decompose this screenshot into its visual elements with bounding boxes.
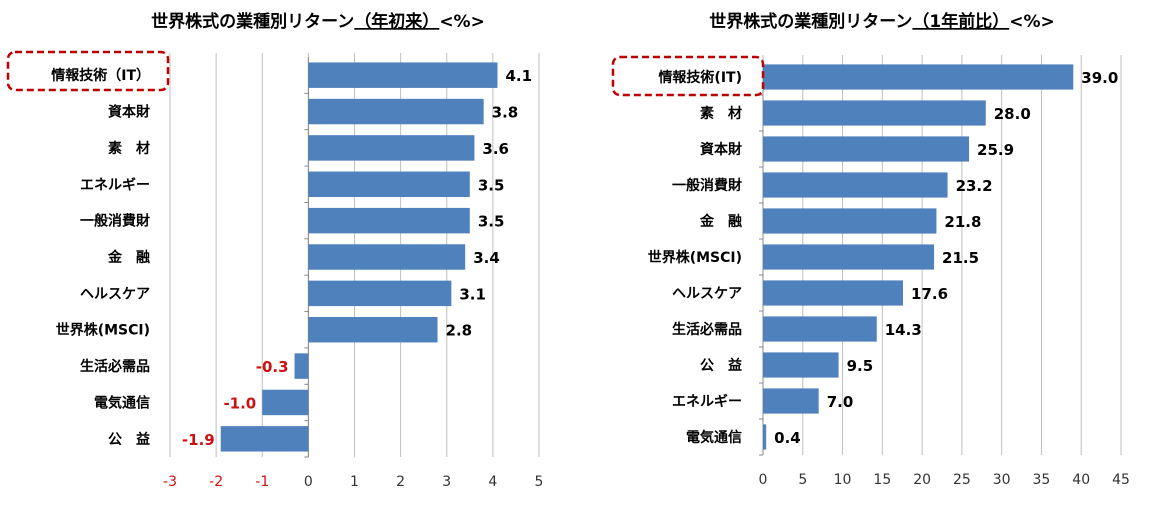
data-label: 3.5 xyxy=(478,213,505,231)
bar xyxy=(763,280,904,306)
category-label: 公 益 xyxy=(108,431,150,448)
bar xyxy=(308,317,438,343)
bar xyxy=(308,135,475,161)
x-tick-label: 20 xyxy=(913,472,931,488)
bar xyxy=(763,208,937,234)
category-label: 世界株(MSCI) xyxy=(56,322,150,339)
bar xyxy=(763,64,1074,90)
bar xyxy=(308,207,470,234)
x-tick-label: 10 xyxy=(834,472,852,488)
category-label: 世界株(MSCI) xyxy=(648,249,742,266)
chart-title-unit: <%> xyxy=(439,12,485,32)
bar xyxy=(763,352,839,378)
bar xyxy=(763,388,819,414)
x-tick-label: 4 xyxy=(488,474,497,490)
category-label: ヘルスケア xyxy=(672,286,742,302)
category-label: エネルギー xyxy=(672,393,742,410)
x-tick-label: 1 xyxy=(350,474,359,490)
bar xyxy=(763,172,948,198)
data-label: 3.8 xyxy=(492,104,519,122)
data-label: 9.5 xyxy=(847,357,874,375)
x-tick-label: 45 xyxy=(1112,472,1130,488)
data-label: 2.8 xyxy=(446,322,473,340)
category-label: 素 材 xyxy=(700,105,742,122)
chart-title-period: （1年前比） xyxy=(912,11,1009,32)
x-tick-label: 2 xyxy=(396,474,405,490)
x-tick-label: 5 xyxy=(798,472,807,488)
chart-title: 世界株式の業種別リターン（年初来）<%> xyxy=(151,11,485,32)
data-label: 0.4 xyxy=(774,429,801,447)
data-label: 3.1 xyxy=(459,285,486,303)
data-label: 3.5 xyxy=(478,176,505,194)
category-label: 資本財 xyxy=(700,141,742,158)
chart-title-unit: <%> xyxy=(1009,12,1055,32)
data-label: 3.6 xyxy=(482,140,509,158)
x-tick-label: -1 xyxy=(255,474,269,490)
x-tick-label: 0 xyxy=(304,474,313,490)
highlight-box xyxy=(611,55,765,97)
category-label: 素 材 xyxy=(108,140,150,157)
x-tick-label: -2 xyxy=(209,474,223,490)
bar xyxy=(308,62,498,88)
chart-1: 世界株式の業種別リターン（年初来）<%> -3 -2 -1 0 1 2 3 4 5 4.1 情報技術（… xyxy=(6,11,544,490)
data-label: 3.4 xyxy=(473,249,500,267)
x-tick-label: 30 xyxy=(993,472,1011,488)
data-label: 39.0 xyxy=(1081,69,1118,87)
chart-title-main: 世界株式の業種別リターン xyxy=(709,11,912,32)
bar xyxy=(763,424,767,450)
category-label: 金 融 xyxy=(107,249,150,266)
x-tick-label: 5 xyxy=(535,474,544,490)
category-label: エネルギー xyxy=(80,176,150,193)
data-label: 21.5 xyxy=(942,249,979,267)
data-label: -1.0 xyxy=(223,394,256,412)
highlight-box xyxy=(6,50,170,92)
bar xyxy=(763,244,935,270)
data-label: 14.3 xyxy=(885,321,922,339)
category-label: 情報技術（IT） xyxy=(51,67,150,84)
category-label: ヘルスケア xyxy=(80,286,150,302)
x-tick-label: 25 xyxy=(953,472,971,488)
category-label: 資本財 xyxy=(108,104,150,121)
data-label: 23.2 xyxy=(956,177,993,195)
x-tick-label: 0 xyxy=(759,472,768,488)
data-label: 7.0 xyxy=(827,393,854,411)
data-label: 25.9 xyxy=(977,141,1014,159)
x-tick-label: 3 xyxy=(442,474,451,490)
bar xyxy=(294,353,309,379)
data-label: 28.0 xyxy=(994,105,1031,123)
category-label: 電気通信 xyxy=(686,429,742,446)
data-label: -0.3 xyxy=(256,358,289,376)
bar xyxy=(308,171,470,197)
bar xyxy=(763,100,986,126)
data-label: 17.6 xyxy=(911,285,948,303)
category-label: 金 融 xyxy=(699,213,742,230)
data-label: 21.8 xyxy=(944,213,981,231)
bar xyxy=(763,136,970,162)
category-label: 一般消費財 xyxy=(80,213,150,230)
bar xyxy=(308,244,466,270)
bar xyxy=(763,316,877,342)
chart-title: 世界株式の業種別リターン（1年前比）<%> xyxy=(709,11,1055,32)
chart-title-main: 世界株式の業種別リターン xyxy=(151,11,354,32)
x-tick-label: -3 xyxy=(163,474,177,490)
category-label: 生活必需品 xyxy=(672,321,742,338)
chart-2: 世界株式の業種別リターン（1年前比）<%> 0 5 10 15 20 25 30 35 40 45 3… xyxy=(611,11,1130,488)
bar xyxy=(308,280,452,307)
category-label: 公 益 xyxy=(700,357,742,374)
chart-title-period: （年初来） xyxy=(354,11,439,32)
x-tick-label: 35 xyxy=(1033,472,1051,488)
x-tick-label: 40 xyxy=(1072,472,1090,488)
category-label: 電気通信 xyxy=(94,394,150,411)
category-label: 一般消費財 xyxy=(672,177,742,194)
data-label: -1.9 xyxy=(182,431,215,449)
data-label: 4.1 xyxy=(505,67,532,85)
bar xyxy=(262,389,309,416)
category-label: 生活必需品 xyxy=(80,358,150,375)
x-tick-label: 15 xyxy=(873,472,891,488)
bar xyxy=(220,426,309,452)
category-label: 情報技術(IT) xyxy=(658,69,742,86)
bar xyxy=(308,98,484,125)
